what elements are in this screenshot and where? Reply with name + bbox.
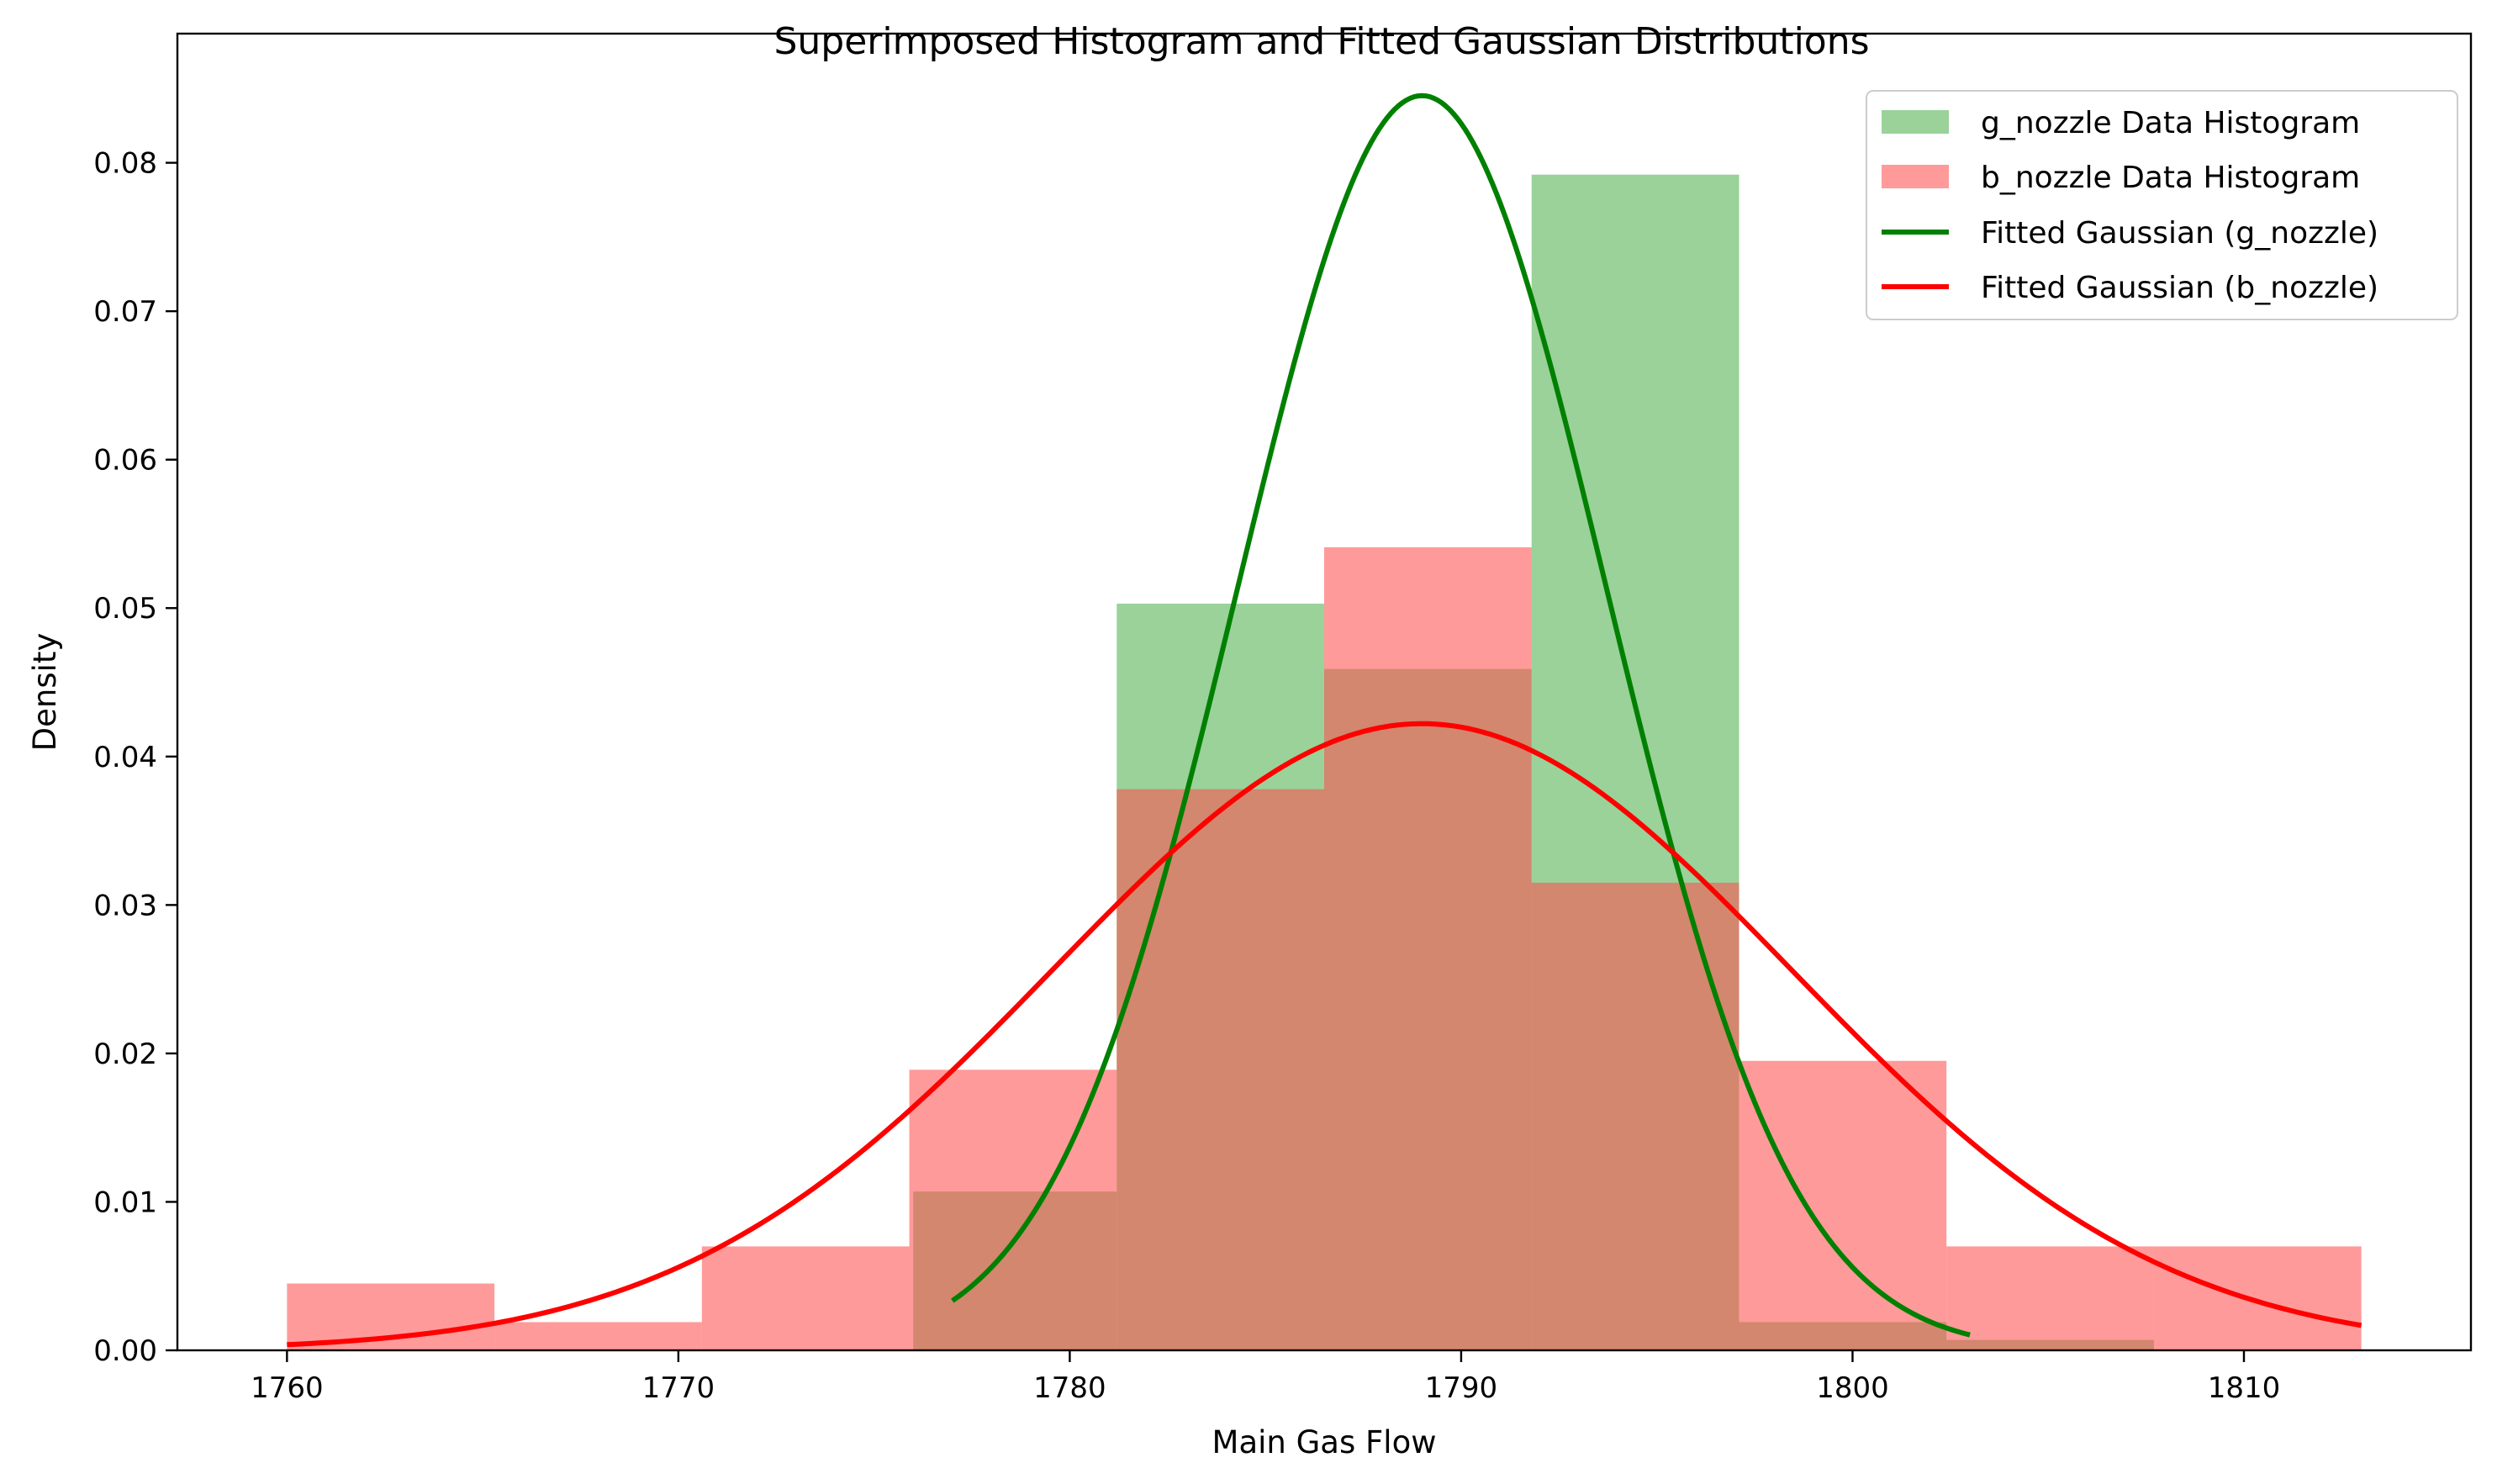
b-nozzle-bar-8 (1946, 1246, 2154, 1350)
x-tick-label: 1790 (1425, 1371, 1498, 1405)
legend-label-g-nozzle-histogram: g_nozzle Data Histogram (1981, 106, 2360, 140)
legend-label-g-nozzle-gaussian: Fitted Gaussian (g_nozzle) (1981, 216, 2378, 251)
y-tick-label: 0.05 (93, 592, 157, 626)
b-nozzle-bar-7 (1739, 1060, 1947, 1350)
b-nozzle-bar-6 (1531, 882, 1739, 1350)
y-tick-label: 0.04 (93, 741, 157, 774)
y-axis-ticks: 0.00 0.01 0.02 0.03 0.04 0.05 0.06 0.07 0.08 (93, 147, 177, 1368)
b-nozzle-bar-2 (701, 1246, 910, 1350)
b-nozzle-bar-0 (287, 1283, 495, 1350)
y-tick-label: 0.07 (93, 295, 157, 329)
y-axis-label: Density (27, 633, 63, 752)
x-tick-label: 1800 (1816, 1371, 1889, 1405)
histogram-bars (287, 174, 2362, 1350)
chart-title: Superimposed Histogram and Fitted Gaussi… (773, 20, 1869, 63)
x-axis-label: Main Gas Flow (1212, 1424, 1437, 1460)
b-nozzle-bar-5 (1324, 547, 1532, 1350)
g-nozzle-gaussian-curve (951, 92, 1971, 1338)
y-tick-label: 0.01 (93, 1186, 157, 1219)
plot-frame (176, 32, 2473, 1352)
legend-swatch-g-nozzle-histogram (1882, 110, 1949, 134)
legend-frame (1866, 90, 2458, 320)
x-tick-label: 1770 (642, 1371, 715, 1405)
y-tick-label: 0.02 (93, 1038, 157, 1071)
y-tick-label: 0.08 (93, 147, 157, 181)
x-tick-label: 1780 (1033, 1371, 1106, 1405)
y-tick-label: 0.00 (93, 1334, 157, 1368)
legend-swatch-b-nozzle-histogram (1882, 165, 1949, 188)
b-nozzle-bar-4 (1117, 789, 1324, 1350)
y-tick-label: 0.06 (93, 444, 157, 478)
gaussian-curves (287, 92, 2362, 1348)
x-axis-ticks: 1760 1770 1780 1790 1800 1810 (251, 1350, 2280, 1405)
b-nozzle-bar-9 (2153, 1246, 2362, 1350)
legend: g_nozzle Data Histogram b_nozzle Data Hi… (1866, 90, 2458, 320)
legend-label-b-nozzle-histogram: b_nozzle Data Histogram (1981, 161, 2360, 195)
y-tick-label: 0.03 (93, 889, 157, 922)
b-nozzle-bar-1 (494, 1322, 702, 1350)
x-tick-label: 1760 (251, 1371, 324, 1405)
x-tick-label: 1810 (2208, 1371, 2281, 1405)
legend-label-b-nozzle-gaussian: Fitted Gaussian (b_nozzle) (1981, 271, 2378, 305)
b-nozzle-gaussian-curve (287, 721, 2362, 1348)
